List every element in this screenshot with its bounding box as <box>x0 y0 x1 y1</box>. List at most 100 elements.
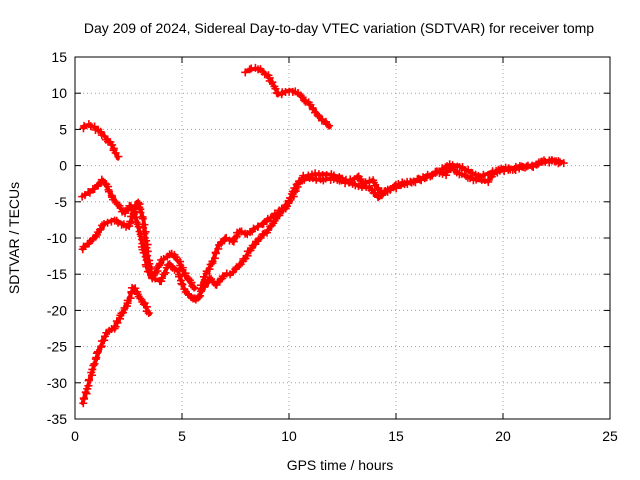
data-point <box>177 279 186 288</box>
data-point <box>100 332 109 341</box>
x-tick-label: 10 <box>281 428 297 444</box>
data-point <box>441 163 450 172</box>
y-axis-label: SDTVAR / TECUs <box>6 182 22 294</box>
data-point <box>259 229 268 238</box>
data-point <box>317 116 326 125</box>
data-point <box>314 170 323 179</box>
data-point <box>143 251 152 260</box>
y-tick-label: -10 <box>47 230 67 246</box>
data-series <box>78 63 568 408</box>
data-point <box>160 270 169 279</box>
data-point <box>271 84 280 93</box>
y-tick-label: 0 <box>59 158 67 174</box>
data-point <box>166 262 175 271</box>
data-point <box>119 308 128 317</box>
data-point <box>134 198 143 207</box>
data-point <box>114 152 123 161</box>
data-point <box>96 225 105 234</box>
data-point <box>144 309 153 318</box>
data-point <box>500 167 509 176</box>
y-tick-label: -20 <box>47 302 67 318</box>
y-tick-label: 15 <box>51 49 67 65</box>
data-point <box>134 222 143 231</box>
data-point <box>474 172 483 181</box>
data-point <box>135 203 144 212</box>
x-axis-label: GPS time / hours <box>287 457 394 473</box>
data-point <box>555 158 564 167</box>
data-point <box>268 78 277 87</box>
data-point <box>85 375 94 384</box>
y-tick-label: -30 <box>47 375 67 391</box>
data-point <box>90 359 99 368</box>
data-point <box>147 267 156 276</box>
data-point <box>511 162 520 171</box>
data-point <box>338 174 347 183</box>
data-point <box>178 280 187 289</box>
data-point <box>89 361 98 370</box>
x-tick-label: 20 <box>495 428 511 444</box>
y-tick-label: 10 <box>51 85 67 101</box>
data-point <box>249 224 258 233</box>
data-point <box>311 169 320 178</box>
data-point <box>108 140 117 149</box>
data-point <box>142 243 151 252</box>
series-trace-1 <box>79 120 123 161</box>
data-point <box>325 121 334 130</box>
data-point <box>216 238 225 247</box>
grid-lines <box>75 57 610 419</box>
data-point <box>414 174 423 183</box>
x-tick-label: 15 <box>388 428 404 444</box>
data-point <box>142 236 151 245</box>
chart-title: Day 209 of 2024, Sidereal Day-to-day VTE… <box>84 20 594 36</box>
data-point <box>93 347 102 356</box>
data-point <box>136 208 145 217</box>
data-point <box>126 217 135 226</box>
data-point <box>235 261 244 270</box>
data-point <box>322 171 331 180</box>
data-point <box>187 278 196 287</box>
y-tick-label: -5 <box>55 194 68 210</box>
data-point <box>214 244 223 253</box>
data-point <box>79 394 88 403</box>
data-point <box>532 160 541 169</box>
data-point <box>100 132 109 141</box>
data-point <box>116 204 125 213</box>
data-point <box>145 263 154 272</box>
y-tick-label: -15 <box>47 266 67 282</box>
data-point <box>156 259 165 268</box>
data-point <box>151 274 160 283</box>
data-point <box>260 70 269 79</box>
y-tick-label: -25 <box>47 339 67 355</box>
data-point <box>313 110 322 119</box>
data-point <box>254 222 263 231</box>
data-point <box>377 188 386 197</box>
data-point <box>304 171 313 180</box>
data-point <box>190 283 199 292</box>
series-trace-4 <box>78 198 203 303</box>
data-point <box>88 365 97 374</box>
x-tick-label: 0 <box>71 428 79 444</box>
data-point <box>329 171 338 180</box>
data-point <box>205 265 214 274</box>
x-tick-label: 5 <box>178 428 186 444</box>
y-tick-label: -35 <box>47 411 67 427</box>
data-point <box>99 219 108 228</box>
data-point <box>90 184 99 193</box>
data-point <box>103 218 112 227</box>
data-point <box>188 282 197 291</box>
data-point <box>138 214 147 223</box>
data-point <box>386 184 395 193</box>
data-point <box>196 291 205 300</box>
series-trace-5 <box>79 283 153 408</box>
data-point <box>170 265 179 274</box>
series-trace-7 <box>196 156 564 293</box>
data-point <box>241 68 250 77</box>
series-trace-2 <box>241 63 334 130</box>
data-point <box>245 65 254 74</box>
data-point <box>550 157 559 166</box>
data-point <box>132 218 141 227</box>
data-point <box>291 184 300 193</box>
axis-ticks: 0 5 10 15 20 25 15 10 5 0 -5 -10 -15 -20 -25 -30 -35 <box>47 49 618 444</box>
